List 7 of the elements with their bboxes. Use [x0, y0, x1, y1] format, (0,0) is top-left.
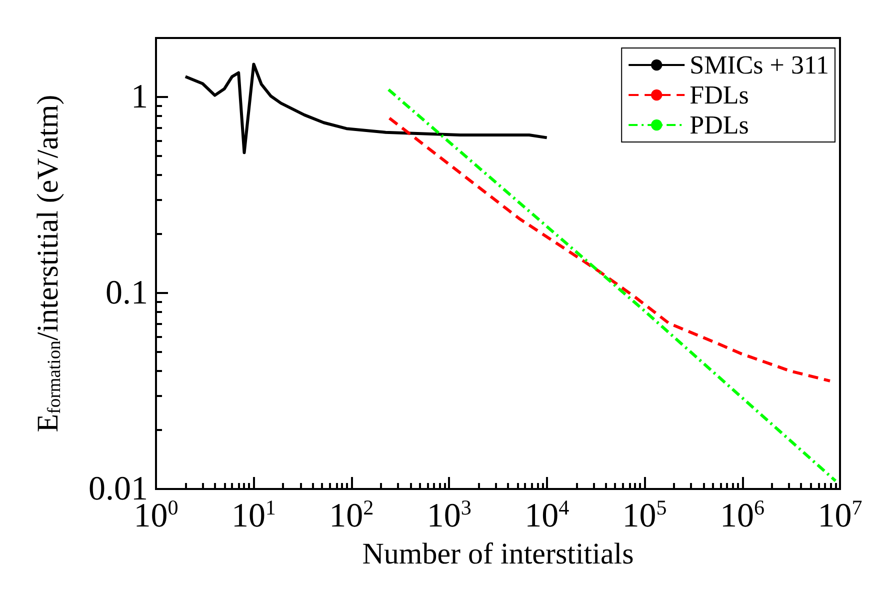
y-axis-title: Eformation/interstitial (eV/atm) [31, 94, 65, 432]
y-tick-label: 1 [131, 78, 148, 116]
x-axis-title: Number of interstitials [362, 538, 634, 570]
legend-label: SMICs + 311 [690, 50, 830, 80]
legend-label: PDLs [690, 110, 749, 140]
y-tick-label: 0.1 [106, 274, 148, 312]
legend-label: FDLs [690, 80, 749, 110]
